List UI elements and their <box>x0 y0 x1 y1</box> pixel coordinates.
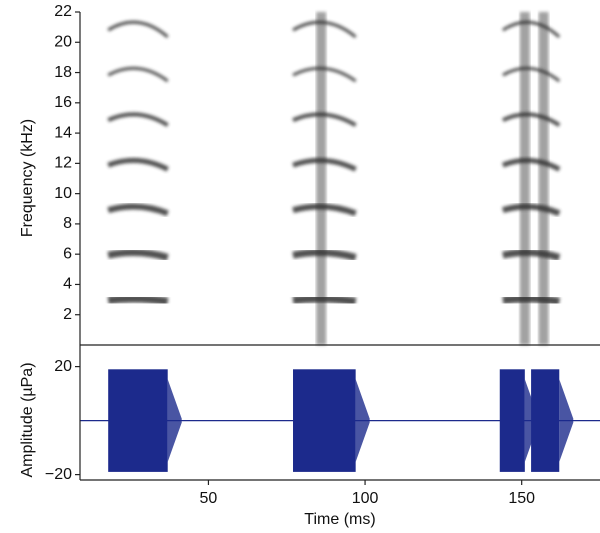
harmonic <box>107 203 169 217</box>
harmonic <box>502 20 561 39</box>
x-tick-label: 150 <box>508 490 535 507</box>
y-tick-label: 14 <box>54 124 72 141</box>
harmonic <box>107 249 169 261</box>
y-tick-label: 18 <box>54 64 72 81</box>
y-tick-label: 22 <box>54 3 72 20</box>
harmonic <box>292 157 357 172</box>
broadband-noise <box>316 12 327 345</box>
y-tick-label: 16 <box>54 94 72 111</box>
y-tick-label: −20 <box>45 466 72 483</box>
waveform-segment <box>499 369 525 472</box>
y-tick-label: 4 <box>63 276 72 293</box>
y-tick-label: 8 <box>63 215 72 232</box>
harmonic <box>501 157 561 172</box>
harmonic <box>107 112 169 127</box>
waveform-decay <box>559 379 574 462</box>
harmonic <box>107 66 169 83</box>
broadband-noise <box>538 12 549 345</box>
y-tick-label: 20 <box>54 358 72 375</box>
harmonic <box>292 20 357 39</box>
waveform-decay <box>167 379 182 462</box>
waveform-segment <box>293 369 356 472</box>
waveform-segment <box>531 369 560 472</box>
harmonic <box>502 112 561 127</box>
harmonic <box>107 157 169 172</box>
harmonic <box>107 294 169 306</box>
harmonic <box>292 66 357 83</box>
y-tick-label: 10 <box>54 185 72 202</box>
waveform-segment <box>108 369 168 472</box>
x-axis-label: Time (ms) <box>304 511 375 528</box>
waveform-decay <box>355 379 370 462</box>
y-tick-label: 6 <box>63 245 72 262</box>
y-tick-label: 2 <box>63 306 72 323</box>
harmonic <box>292 294 357 306</box>
x-tick-label: 100 <box>352 490 379 507</box>
harmonic <box>502 66 561 83</box>
y-tick-label: 20 <box>54 33 72 50</box>
harmonic <box>292 203 357 217</box>
y-axis-label: Frequency (kHz) <box>19 119 36 237</box>
broadband-noise <box>519 12 530 345</box>
harmonic <box>107 20 169 39</box>
harmonic <box>292 249 357 261</box>
harmonic <box>292 112 357 127</box>
harmonic <box>502 249 561 261</box>
x-tick-label: 50 <box>200 490 218 507</box>
harmonic <box>502 203 561 217</box>
y-tick-label: 12 <box>54 155 72 172</box>
y-axis-label: Amplitude (µPa) <box>19 362 36 477</box>
harmonic <box>502 294 561 306</box>
